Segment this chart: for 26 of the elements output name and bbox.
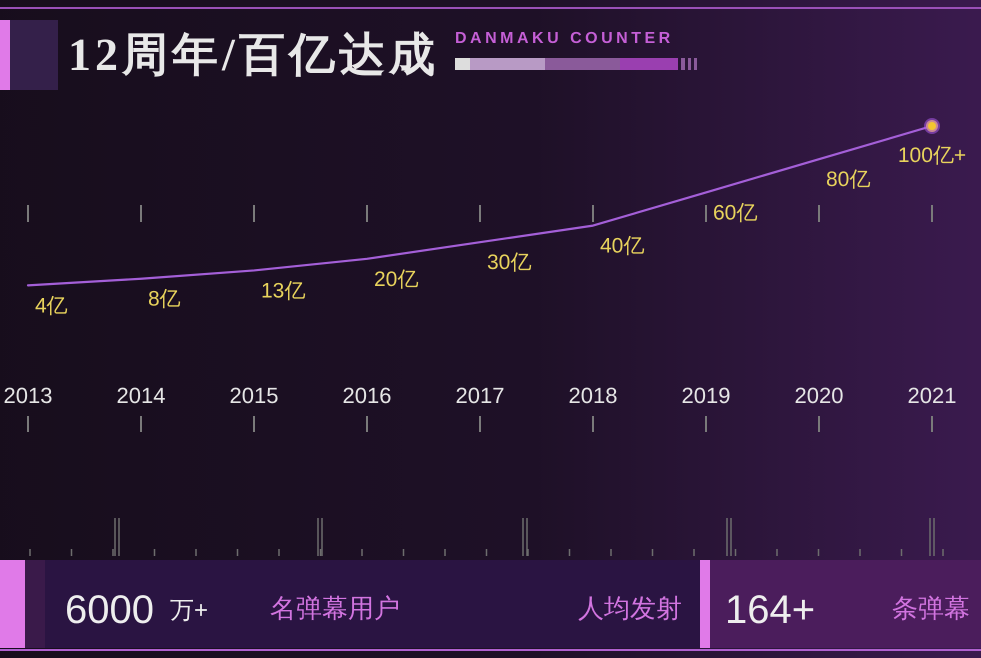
data-label: 60亿 — [713, 201, 758, 224]
data-label: 20亿 — [374, 268, 418, 291]
chart-subtitle: DANMAKU COUNTER — [455, 30, 674, 47]
x-tick-label: 2013 — [4, 383, 52, 408]
text: 万+ — [170, 597, 208, 624]
data-label: 80亿 — [826, 168, 870, 192]
x-tick-label: 2015 — [230, 383, 278, 408]
data-label: 40亿 — [600, 234, 644, 258]
text: 人均发射 — [578, 593, 682, 623]
x-tick-label: 2021 — [908, 383, 956, 408]
data-label: 8亿 — [148, 288, 181, 311]
x-tick-label: 2018 — [568, 383, 618, 408]
text: 6000 — [65, 588, 154, 632]
x-tick-label: 2014 — [116, 383, 166, 408]
data-label: 30亿 — [487, 251, 532, 274]
data-label: 4亿 — [35, 294, 68, 318]
chart-title: 12周年/百亿达成 — [68, 29, 439, 80]
data-label: 100亿+ — [898, 144, 966, 167]
x-tick-label: 2020 — [794, 383, 844, 408]
text: 164+ — [725, 588, 816, 632]
x-tick-label: 2017 — [456, 383, 504, 408]
text: 名弹幕用户 — [270, 593, 400, 623]
x-tick-label: 2019 — [682, 383, 730, 408]
x-tick-label: 2016 — [342, 383, 392, 408]
text: 条弹幕 — [892, 593, 970, 623]
data-label: 13亿 — [261, 279, 306, 302]
